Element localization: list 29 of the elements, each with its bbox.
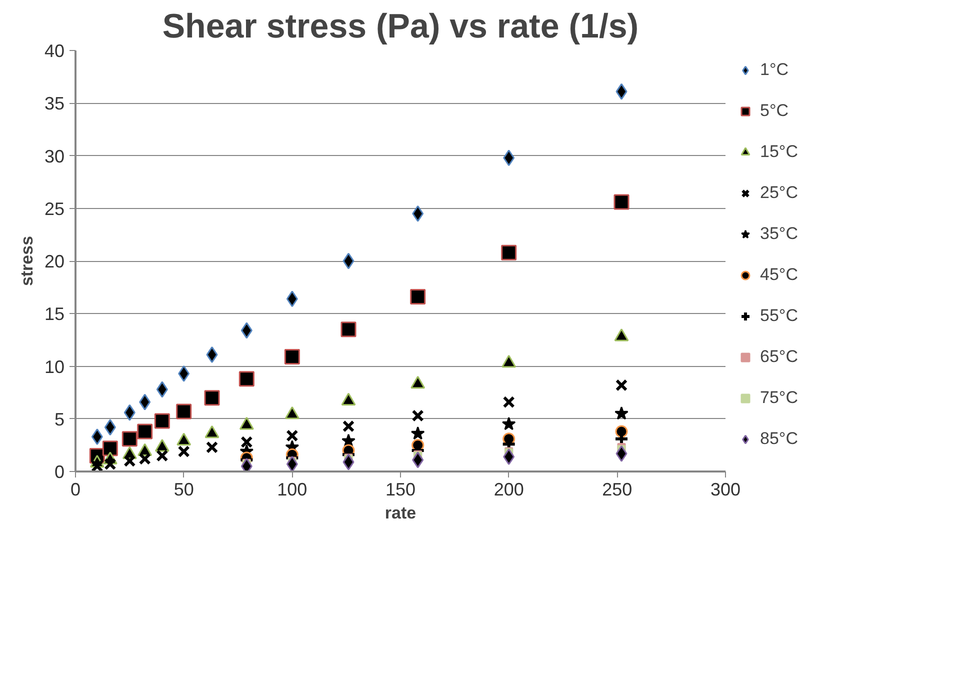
y-tick-label: 35 — [44, 94, 65, 114]
y-tick-label: 15 — [44, 304, 65, 324]
y-tick-label: 0 — [54, 462, 65, 482]
x-tick-label: 200 — [494, 480, 524, 500]
x-tick-label: 100 — [277, 480, 308, 500]
chart-title: Shear stress (Pa) vs rate (1/s) — [162, 8, 639, 46]
legend-label: 15°C — [760, 142, 798, 162]
y-tick-label: 40 — [44, 41, 65, 61]
y-axis-title: stress — [17, 236, 36, 286]
legend-label: 55°C — [760, 306, 798, 326]
x-tick-label: 300 — [710, 480, 741, 500]
legend-label: 75°C — [760, 388, 798, 408]
y-tick-label: 20 — [44, 252, 65, 272]
x-tick-label: 250 — [602, 480, 632, 500]
x-tick-label: 50 — [174, 480, 194, 500]
legend-label: 65°C — [760, 347, 798, 367]
legend-label: 85°C — [760, 429, 798, 449]
y-tick-label: 5 — [54, 409, 65, 430]
x-tick-label: 0 — [70, 480, 81, 500]
y-tick-label: 10 — [44, 356, 65, 377]
legend-label: 25°C — [760, 183, 798, 203]
y-tick-label: 30 — [44, 146, 65, 166]
legend-label: 5°C — [760, 101, 789, 121]
x-tick-label: 150 — [385, 480, 416, 500]
x-axis-title: rate — [384, 504, 416, 522]
legend-label: 1°C — [760, 60, 789, 80]
legend-label: 35°C — [760, 224, 798, 244]
legend-label: 45°C — [760, 265, 798, 285]
y-tick-label: 25 — [44, 198, 65, 219]
